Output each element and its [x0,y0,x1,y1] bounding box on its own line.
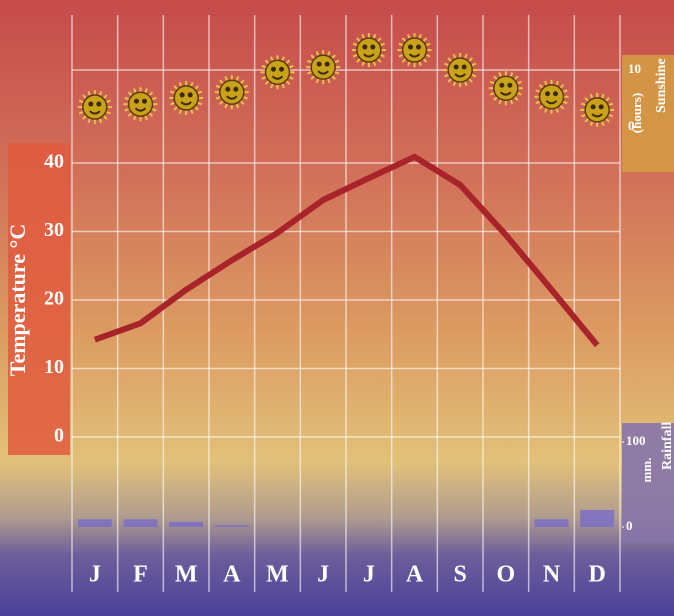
sun-eye [462,65,467,70]
sun-disc [129,92,153,116]
sun-eye [180,92,185,97]
sun-disc [174,86,198,110]
y-axis-label: Temperature °C [5,224,30,376]
sun-icon [352,33,386,67]
rainfall-bar [580,510,614,527]
rainfall-bar [215,525,249,527]
sun-eye [591,104,596,109]
sun-eye [271,67,276,72]
rainfall-bar [535,519,569,527]
sun-eye [325,62,330,67]
y2-tick-label: 0 [628,118,635,133]
x-tick-label: D [588,562,605,588]
sun-icon [398,33,432,67]
y3-tick-label: 0 [626,518,633,533]
x-tick-label: J [89,562,101,588]
x-tick-label: M [175,562,198,588]
sun-disc [357,38,381,62]
sun-eye [225,87,230,92]
sun-eye [317,62,322,67]
x-tick-label: A [223,562,241,588]
sun-eye [188,92,193,97]
y3-tick-label: 100 [626,433,646,448]
y2-axis-label: Sunshine [654,59,669,113]
sun-icon [306,50,340,84]
x-tick-label: F [133,562,148,588]
sun-icon [78,90,112,124]
sun-disc [540,85,564,109]
x-tick-label: S [453,562,466,588]
sun-eye [416,45,421,50]
sun-disc [494,76,518,100]
sun-eye [454,65,459,70]
chart: Temperature °C (hours) Sunshine mm. Rain… [0,0,674,616]
sun-disc [403,38,427,62]
x-tick-label: A [406,562,424,588]
x-tick-label: M [266,562,289,588]
sun-icon [215,75,249,109]
sun-eye [545,91,550,96]
y-tick-label: 20 [44,288,64,310]
y-tick-label: 40 [44,151,64,173]
sun-eye [553,91,558,96]
sun-disc [266,60,290,84]
y3-axis-unit: mm. [639,458,654,483]
x-tick-label: J [317,562,329,588]
sun-eye [599,104,604,109]
sun-icon [261,55,295,89]
sun-eye [142,99,147,104]
sun-disc [585,98,609,122]
sun-eye [370,45,375,50]
sun-disc [448,58,472,82]
sun-eye [233,87,238,92]
x-tick-label: J [363,562,375,588]
y2-tick-label: 10 [628,61,641,76]
sun-icon [124,87,158,121]
x-tick-label: N [543,562,561,588]
sun-eye [362,45,367,50]
rainfall-bar [169,522,203,527]
sun-eye [499,83,504,88]
sun-eye [279,67,284,72]
sun-icon [169,81,203,115]
sun-icon [489,71,523,105]
sun-icon [580,93,614,127]
sun-eye [96,102,101,107]
y-tick-label: 0 [54,425,64,447]
sun-eye [507,83,512,88]
sun-icon [535,80,569,114]
y-tick-label: 30 [44,219,64,241]
y3-axis-label: Rainfall [660,422,674,470]
sun-disc [311,55,335,79]
sun-eye [408,45,413,50]
rainfall-bar [78,519,112,527]
sun-disc [220,80,244,104]
rainfall-bar [124,519,158,527]
x-tick-label: O [496,562,515,588]
sun-eye [134,99,139,104]
sun-disc [83,95,107,119]
y-tick-label: 10 [44,356,64,378]
sun-eye [88,102,93,107]
sun-icon [443,53,477,87]
